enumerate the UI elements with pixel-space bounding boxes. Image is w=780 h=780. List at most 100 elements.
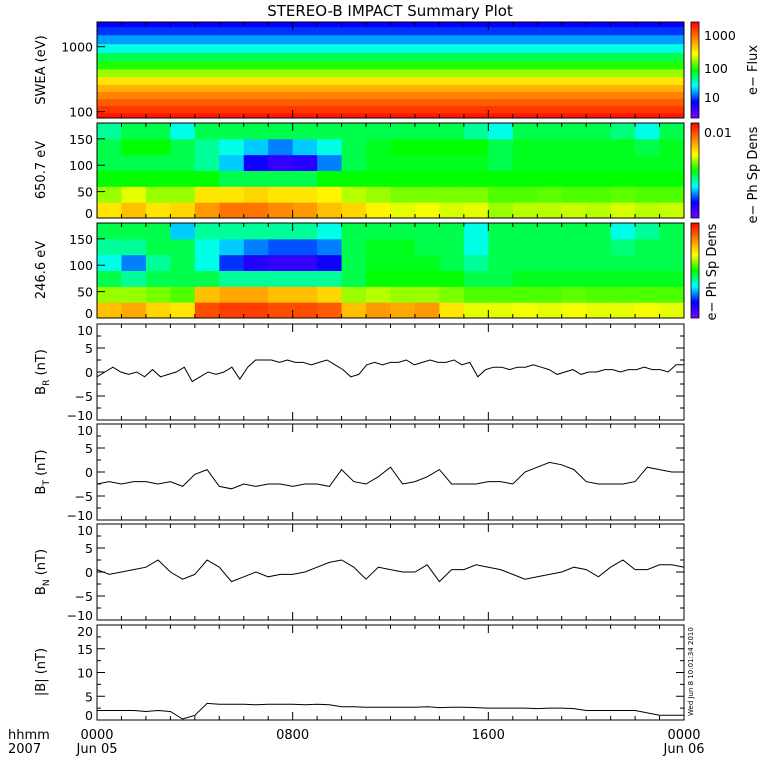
pitch-angle-cell	[243, 223, 269, 240]
pitch-angle-cell	[537, 270, 563, 287]
pitch-angle-cell	[341, 286, 367, 303]
colorbar	[690, 21, 700, 119]
colorbar	[690, 122, 700, 219]
pitch-angle-cell	[390, 154, 416, 171]
pitch-angle-cell	[341, 202, 367, 219]
pitch-angle-cell	[268, 286, 294, 303]
pitch-angle-cell	[194, 154, 220, 171]
pitch-angle-cell	[512, 302, 538, 319]
pitch-angle-cell	[121, 238, 147, 256]
y-tick-label: −5	[75, 389, 93, 404]
pitch-angle-cell	[635, 154, 661, 171]
pitch-angle-cell	[414, 186, 440, 203]
pitch-angle-cell	[537, 302, 563, 319]
y-tick-label: 5	[85, 341, 93, 356]
pitch-angle-cell	[512, 138, 538, 156]
pitch-angle-cell	[194, 202, 220, 219]
pitch-angle-cell	[512, 270, 538, 287]
pitch-angle-cell	[121, 302, 147, 319]
pitch-angle-cell	[635, 170, 661, 187]
pitch-angle-cell	[97, 286, 122, 303]
pitch-angle-cell	[586, 123, 612, 140]
swea-energy-band	[97, 52, 684, 62]
swea-energy-band	[97, 91, 684, 100]
y-tick-label: 0	[85, 206, 93, 221]
pitch-angle-cell	[219, 202, 245, 219]
swea-energy-band	[97, 26, 684, 36]
pitch-angle-cell	[341, 186, 367, 203]
pitch-angle-cell	[219, 238, 245, 256]
pitch-angle-cell	[121, 223, 147, 240]
pitch-angle-cell	[194, 238, 220, 256]
pitch-angle-cell	[268, 186, 294, 203]
pitch-angle-cell	[145, 238, 171, 256]
pitch-angle-cell	[317, 123, 343, 140]
pitch-angle-cell	[561, 254, 587, 271]
pitch-angle-cell	[145, 270, 171, 287]
pitch-angle-cell	[439, 202, 465, 219]
pitch-angle-cell	[194, 170, 220, 187]
y-tick-label: 5	[85, 441, 93, 456]
pitch-angle-cell	[341, 302, 367, 319]
pitch-angle-cell	[610, 270, 636, 287]
pitch-angle-cell	[414, 202, 440, 219]
pitch-angle-cell	[390, 270, 416, 287]
pitch-angle-cell	[145, 186, 171, 203]
pitch-angle-cell	[292, 286, 318, 303]
pitch-angle-cell	[512, 223, 538, 240]
y-tick-label: −5	[75, 489, 93, 504]
pitch-angle-cell	[512, 186, 538, 203]
pitch-angle-cell	[488, 286, 514, 303]
pitch-angle-cell	[194, 138, 220, 156]
chart-marks: 1001000050100150050100150−10−50510−10−50…	[61, 21, 705, 757]
x-tick-label: 0800	[276, 728, 309, 743]
pitch-angle-cell	[635, 138, 661, 156]
pitch-angle-cell	[635, 270, 661, 287]
pitch-angle-cell	[317, 238, 343, 256]
pitch-angle-cell	[561, 270, 587, 287]
pitch-angle-cell	[170, 202, 196, 219]
pitch-angle-cell	[341, 123, 367, 140]
y-tick-label: −10	[67, 408, 93, 423]
pitch-angle-cell	[170, 270, 196, 287]
pitch-angle-cell	[463, 223, 489, 240]
pitch-angle-cell	[292, 170, 318, 187]
pitch-angle-cell	[219, 123, 245, 140]
pitch-angle-cell	[121, 202, 147, 219]
pitch-angle-cell	[292, 138, 318, 156]
pitch-angle-cell	[488, 170, 514, 187]
pitch-angle-cell	[561, 202, 587, 219]
pitch-angle-cell	[463, 238, 489, 256]
pitch-angle-cell	[439, 123, 465, 140]
pitch-angle-cell	[537, 138, 563, 156]
y-tick-label: 5	[85, 689, 93, 704]
pitch-angle-cell	[268, 302, 294, 319]
swea-energy-band	[97, 68, 684, 78]
pitch-angle-cell	[659, 170, 685, 187]
swea-energy-band	[97, 34, 684, 45]
pitch-angle-cell	[341, 254, 367, 271]
colorbar-flux-label: e− Flux	[746, 45, 761, 95]
pitch-angle-cell	[439, 138, 465, 156]
pitch-angle-cell	[537, 154, 563, 171]
pitch-angle-cell	[292, 123, 318, 140]
pitch-angle-cell	[463, 202, 489, 219]
pitch-angle-cell	[97, 302, 122, 319]
x-tick-date-label: Jun 06	[663, 742, 705, 757]
bt-ylabel: BT (nT)	[34, 450, 52, 495]
pitch-angle-cell	[610, 302, 636, 319]
pitch-angle-cell	[635, 238, 661, 256]
swea-energy-band	[97, 43, 684, 53]
pitch-angle-cell	[170, 170, 196, 187]
pitch-angle-cell	[390, 302, 416, 319]
pitch-angle-cell	[610, 186, 636, 203]
pitch-angle-cell	[317, 270, 343, 287]
swea-ylabel: SWEA (eV)	[34, 35, 49, 104]
pitch-angle-cell	[610, 138, 636, 156]
pitch-angle-cell	[488, 254, 514, 271]
pitch-angle-cell	[243, 286, 269, 303]
pitch-angle-cell	[317, 186, 343, 203]
pitch-angle-cell	[170, 286, 196, 303]
pitch-angle-cell	[586, 254, 612, 271]
